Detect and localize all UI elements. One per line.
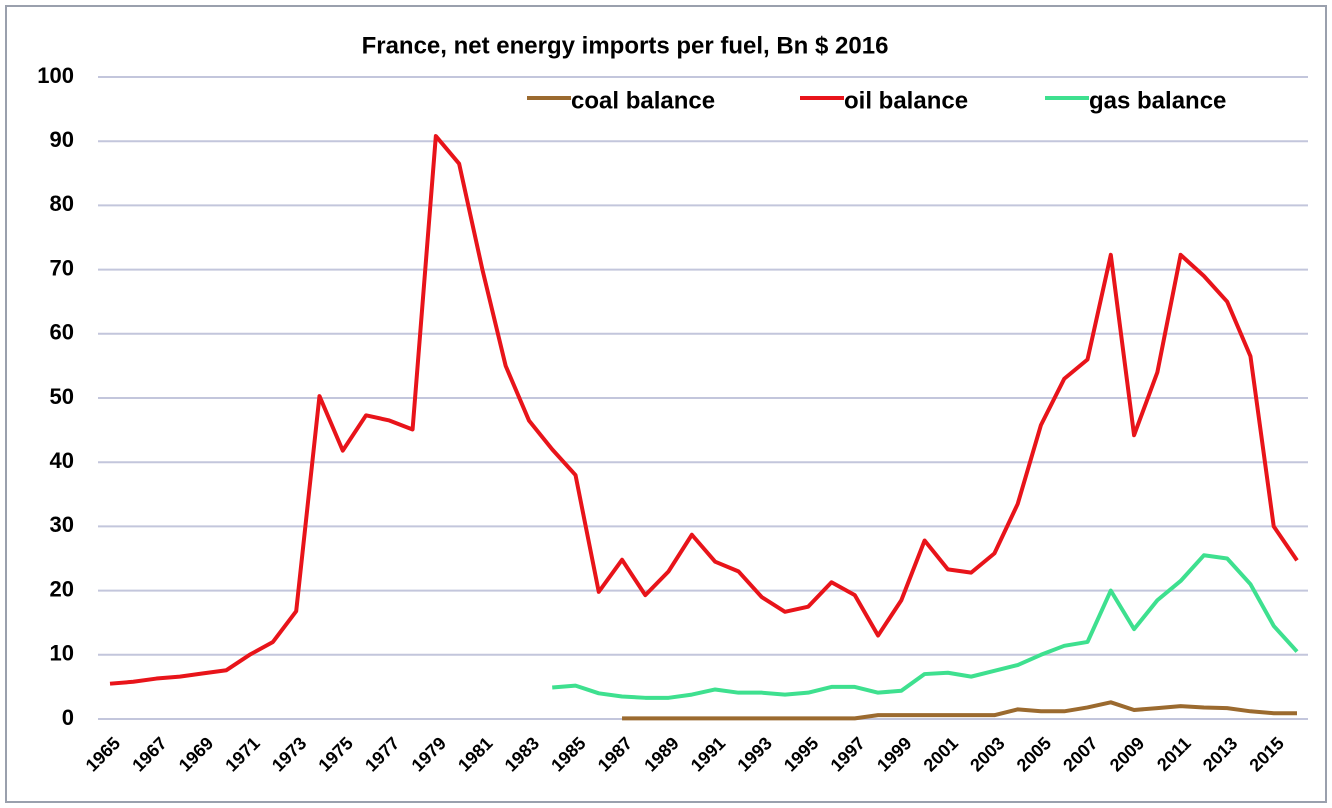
data-line bbox=[552, 553, 1299, 700]
y-tick-label: 70 bbox=[50, 255, 74, 280]
y-tick-label: 0 bbox=[62, 705, 74, 730]
y-tick-label: 90 bbox=[50, 127, 74, 152]
data-line bbox=[109, 134, 1299, 686]
y-tick-label: 60 bbox=[50, 320, 74, 345]
y-tick-label: 10 bbox=[50, 641, 74, 666]
y-tick-label: 20 bbox=[50, 576, 74, 601]
y-tick-label: 40 bbox=[50, 448, 74, 473]
legend-label: oil balance bbox=[844, 87, 968, 114]
y-tick-label: 30 bbox=[50, 512, 74, 537]
chart-title: France, net energy imports per fuel, Bn … bbox=[362, 32, 889, 59]
chart-border bbox=[5, 5, 1327, 803]
data-line bbox=[622, 700, 1297, 721]
y-tick-label: 50 bbox=[50, 384, 74, 409]
y-tick-label: 100 bbox=[37, 63, 74, 88]
legend-label: gas balance bbox=[1089, 87, 1226, 114]
legend-label: coal balance bbox=[571, 87, 715, 114]
y-tick-label: 80 bbox=[50, 191, 74, 216]
